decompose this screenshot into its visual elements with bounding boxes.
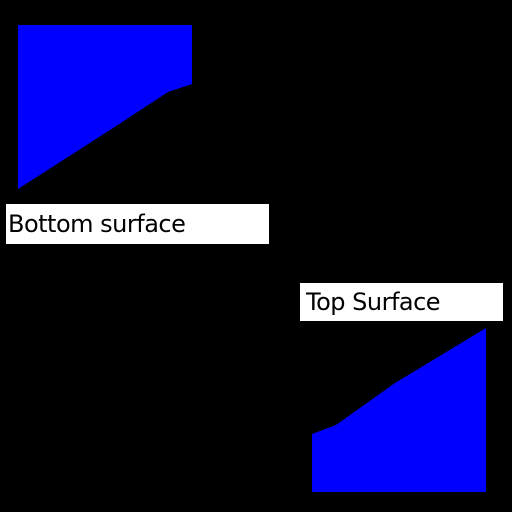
bottom-surface-label: Bottom surface [6,204,269,244]
bottom-surface-label-text: Bottom surface [8,210,186,238]
top-surface-label: Top Surface [300,283,503,321]
top-surface-label-text: Top Surface [306,288,441,316]
top-surface-shape [312,328,486,492]
bottom-surface-shape [18,25,192,189]
